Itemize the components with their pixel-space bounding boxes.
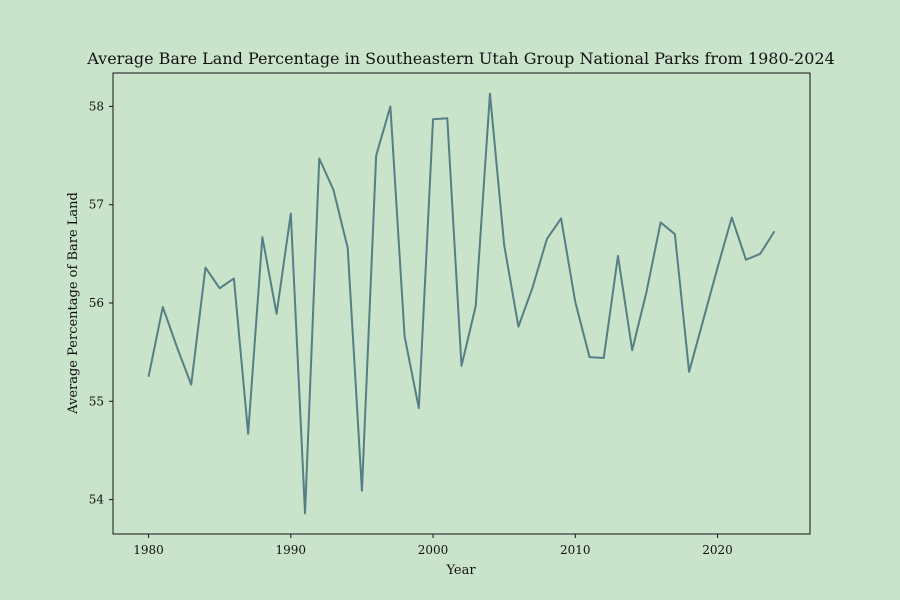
- x-tick-label: 2010: [560, 543, 591, 557]
- y-axis-label: Average Percentage of Bare Land: [66, 192, 81, 415]
- y-tick-label: 56: [89, 296, 104, 310]
- y-tick-label: 54: [89, 493, 105, 507]
- chart-title: Average Bare Land Percentage in Southeas…: [86, 49, 835, 68]
- x-axis-label: Year: [445, 563, 476, 578]
- y-tick-label: 58: [89, 99, 104, 113]
- y-tick-label: 57: [89, 198, 104, 212]
- plot-frame: [112, 72, 811, 535]
- series-line-0: [147, 92, 776, 515]
- x-tick-label: 1990: [276, 543, 307, 557]
- x-tick-label: 2000: [418, 543, 449, 557]
- plot-area: [147, 92, 776, 515]
- x-tick-label: 1980: [133, 543, 164, 557]
- x-axis: 1980 1990 2000 2010 2020: [133, 534, 733, 557]
- y-axis: 54 55 56 57 58: [89, 99, 113, 507]
- x-tick-label: 2020: [702, 543, 733, 557]
- y-tick-label: 55: [89, 394, 104, 408]
